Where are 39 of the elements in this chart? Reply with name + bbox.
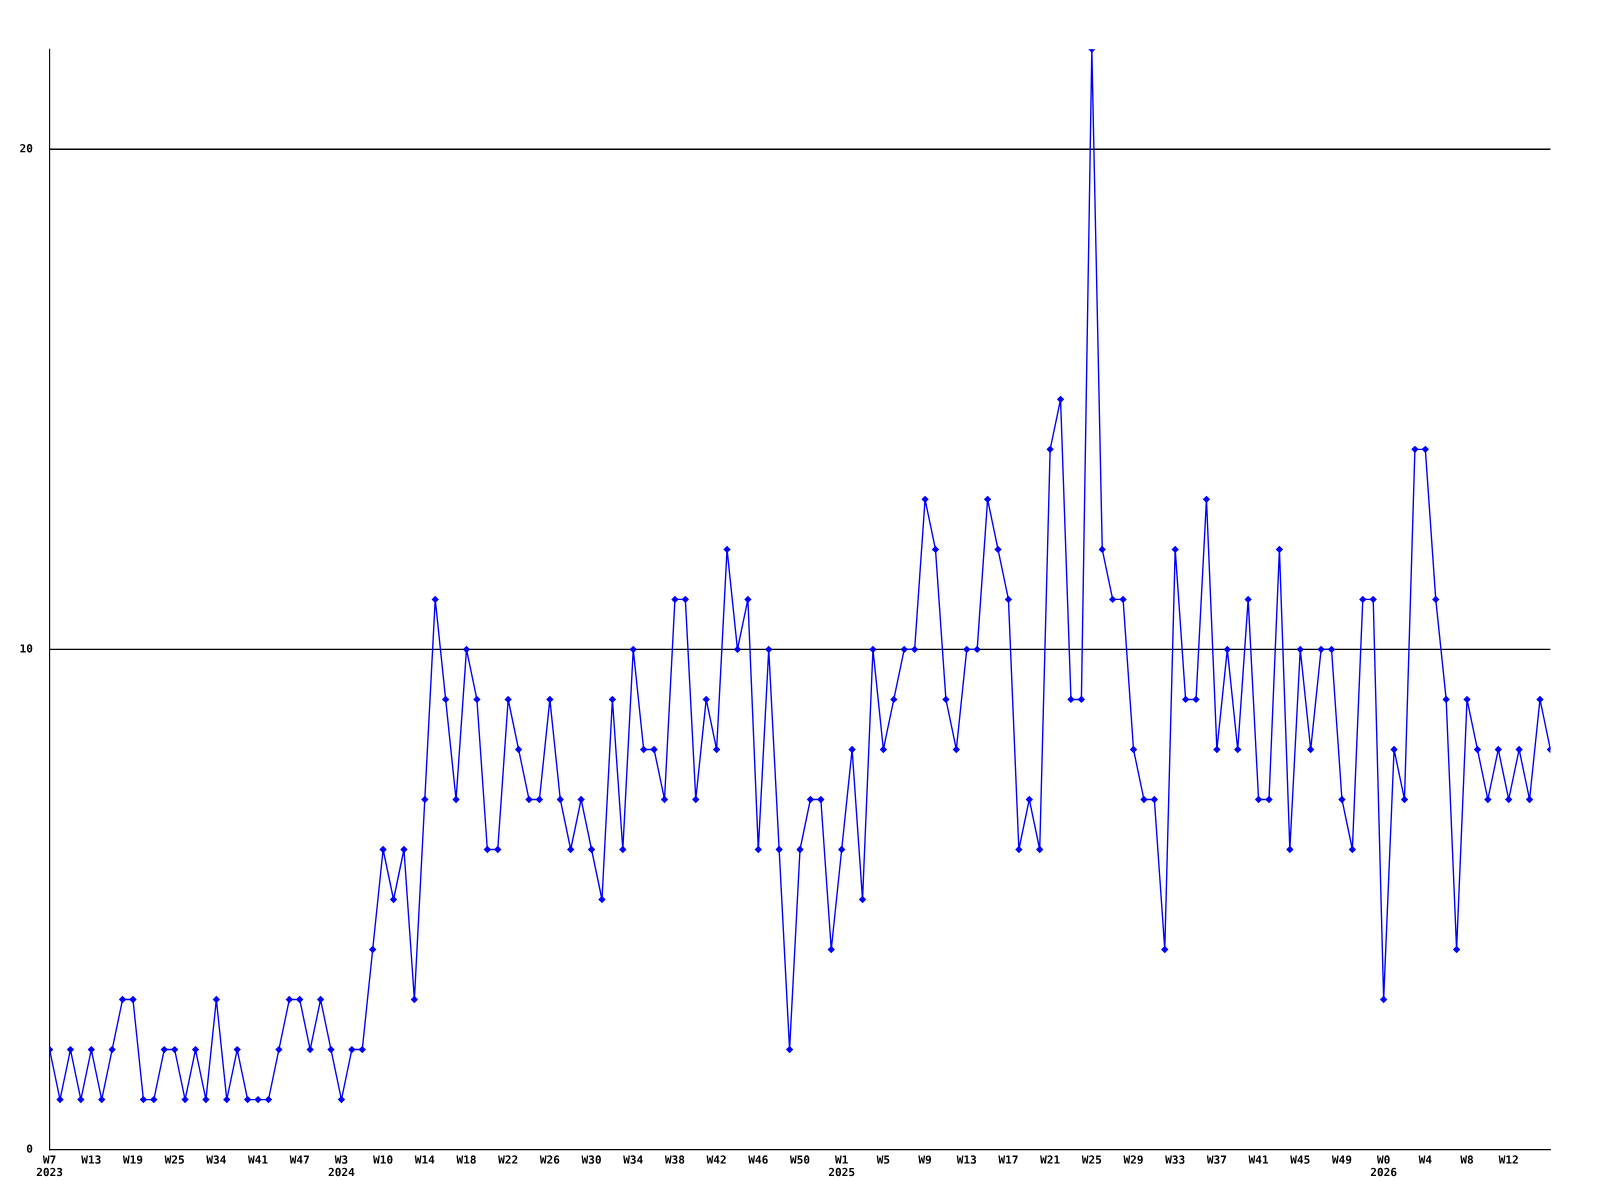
y-tick-label: 0 [26, 1144, 33, 1153]
x-tick-label: W22 [498, 1155, 518, 1164]
x-tick-label: W18 [456, 1155, 476, 1164]
y-tick-label: 20 [20, 144, 33, 153]
x-tick-label: W0 2026 [1370, 1155, 1397, 1177]
x-tick-label: W8 [1460, 1155, 1474, 1164]
x-tick-label: W37 [1206, 1155, 1227, 1164]
x-tick-label: W1 2025 [828, 1155, 855, 1177]
x-tick-label: W4 [1418, 1155, 1432, 1164]
x-tick-label: W21 [1040, 1155, 1060, 1164]
x-tick-label: W7 2023 [36, 1155, 63, 1177]
x-tick-label: W41 [248, 1155, 268, 1164]
x-tick-label: W26 [539, 1155, 560, 1164]
x-tick-label: W25 [164, 1155, 184, 1164]
x-tick-label: W14 [414, 1155, 435, 1164]
x-tick-label: W50 [789, 1155, 810, 1164]
x-tick-label: W19 [122, 1155, 143, 1164]
x-tick-label: W42 [706, 1155, 726, 1164]
x-tick-label: W17 [998, 1155, 1018, 1164]
y-tick-label: 10 [20, 644, 33, 653]
x-tick-label: W29 [1123, 1155, 1143, 1164]
x-tick-label: W38 [664, 1155, 685, 1164]
x-tick-label: W12 [1498, 1155, 1518, 1164]
x-tick-label: W25 [1081, 1155, 1102, 1164]
x-tick-label: W49 [1331, 1155, 1352, 1164]
x-tick-label: W33 [1165, 1155, 1185, 1164]
x-tick-label: W13 [956, 1155, 977, 1164]
x-tick-label: W3 2024 [328, 1155, 355, 1177]
x-tick-label: W41 [1248, 1155, 1269, 1164]
x-tick-label: W10 [373, 1155, 393, 1164]
x-tick-label: W5 [876, 1155, 890, 1164]
x-tick-label: W34 [623, 1155, 643, 1164]
x-tick-label: W9 [918, 1155, 932, 1164]
x-tick-label: W34 [206, 1155, 226, 1164]
x-tick-label: W13 [81, 1155, 101, 1164]
x-tick-label: W46 [748, 1155, 768, 1164]
x-tick-label: W47 [289, 1155, 309, 1164]
x-tick-label: W45 [1290, 1155, 1310, 1164]
x-tick-label: W30 [581, 1155, 601, 1164]
